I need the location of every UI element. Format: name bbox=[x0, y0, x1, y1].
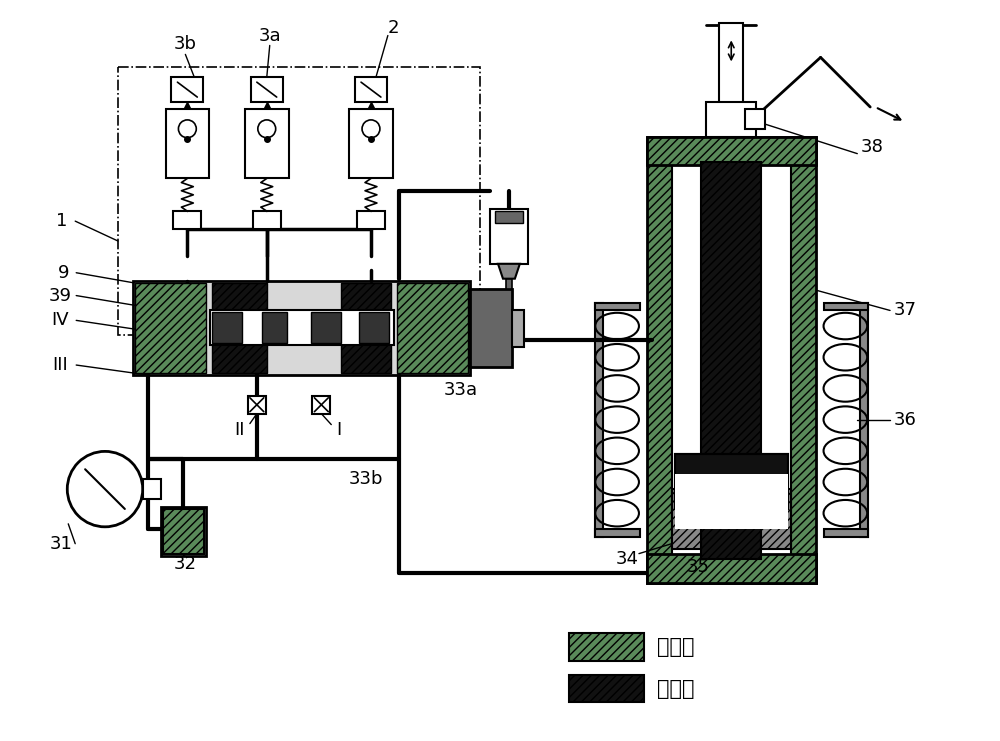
Text: III: III bbox=[52, 356, 68, 374]
Text: 36: 36 bbox=[894, 411, 916, 428]
Text: 37: 37 bbox=[893, 302, 916, 319]
Bar bbox=[212, 282, 267, 373]
Bar bbox=[210, 310, 394, 345]
Bar bbox=[262, 313, 287, 343]
Bar bbox=[166, 109, 209, 179]
Bar bbox=[251, 77, 283, 102]
Text: 38: 38 bbox=[861, 138, 884, 156]
Circle shape bbox=[362, 120, 380, 138]
Bar bbox=[397, 282, 468, 373]
Text: 1: 1 bbox=[56, 212, 67, 230]
Bar bbox=[341, 282, 391, 373]
Circle shape bbox=[258, 120, 276, 138]
Bar bbox=[647, 554, 816, 583]
Circle shape bbox=[67, 451, 143, 527]
Bar bbox=[470, 288, 512, 367]
Text: 33a: 33a bbox=[443, 381, 477, 399]
Bar bbox=[675, 454, 788, 509]
Bar bbox=[512, 310, 524, 348]
Bar bbox=[349, 109, 393, 179]
Bar bbox=[173, 211, 201, 229]
Bar bbox=[253, 211, 281, 229]
Bar bbox=[647, 137, 816, 165]
Bar bbox=[135, 282, 206, 373]
Bar bbox=[824, 529, 868, 536]
Bar bbox=[719, 23, 743, 137]
Bar bbox=[824, 302, 868, 310]
Bar bbox=[245, 109, 289, 179]
Bar bbox=[163, 509, 204, 554]
Bar bbox=[675, 474, 788, 529]
Text: 9: 9 bbox=[58, 264, 69, 282]
Bar bbox=[357, 211, 385, 229]
Text: 3b: 3b bbox=[174, 36, 197, 53]
Text: 34: 34 bbox=[616, 550, 639, 568]
Bar bbox=[675, 454, 788, 509]
Bar bbox=[355, 77, 387, 102]
Text: 31: 31 bbox=[50, 535, 73, 553]
Bar bbox=[595, 302, 603, 536]
Bar bbox=[860, 302, 868, 536]
Bar bbox=[212, 313, 242, 343]
Bar bbox=[161, 507, 206, 556]
Text: 35: 35 bbox=[687, 557, 710, 576]
Bar bbox=[672, 489, 701, 548]
Bar bbox=[761, 489, 791, 548]
Bar bbox=[359, 313, 389, 343]
Text: 33b: 33b bbox=[349, 471, 383, 488]
Bar bbox=[595, 302, 640, 310]
Bar bbox=[171, 77, 203, 102]
Bar bbox=[490, 209, 528, 264]
Bar bbox=[118, 67, 480, 335]
Text: IV: IV bbox=[52, 311, 69, 330]
Text: 高压区: 高压区 bbox=[657, 679, 694, 699]
Bar bbox=[595, 529, 640, 536]
Bar bbox=[506, 279, 512, 288]
Bar bbox=[143, 479, 161, 499]
Text: 2: 2 bbox=[388, 19, 400, 36]
Bar bbox=[312, 396, 330, 413]
Text: 低压区: 低压区 bbox=[657, 637, 694, 657]
Bar bbox=[672, 162, 791, 559]
Text: 3a: 3a bbox=[258, 27, 281, 44]
Bar bbox=[647, 137, 816, 583]
Circle shape bbox=[178, 120, 196, 138]
Bar bbox=[569, 675, 644, 702]
Bar bbox=[248, 396, 266, 413]
Polygon shape bbox=[498, 264, 520, 279]
Text: II: II bbox=[235, 421, 245, 439]
Bar bbox=[311, 313, 341, 343]
Bar bbox=[675, 474, 788, 529]
Bar bbox=[745, 109, 765, 129]
Bar bbox=[569, 633, 644, 661]
Bar bbox=[495, 211, 523, 223]
Bar bbox=[706, 102, 756, 137]
Text: I: I bbox=[337, 421, 342, 439]
Bar bbox=[133, 281, 470, 375]
Text: 39: 39 bbox=[49, 287, 72, 305]
Bar bbox=[701, 162, 761, 559]
Text: 32: 32 bbox=[174, 554, 197, 573]
